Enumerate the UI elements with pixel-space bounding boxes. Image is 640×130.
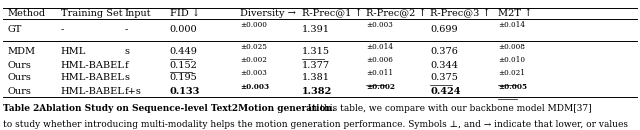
Text: Ours: Ours [8,73,31,83]
Text: 0.449: 0.449 [170,47,198,57]
Text: R-Prec@1 ↑: R-Prec@1 ↑ [302,9,363,18]
Text: ±0.003: ±0.003 [241,83,269,91]
Text: R-Prec@2 ↑: R-Prec@2 ↑ [366,9,427,18]
Text: f+s: f+s [125,87,141,96]
Text: to study whether introducing multi-modality helps the motion generation performa: to study whether introducing multi-modal… [3,120,628,129]
Text: ±0.025: ±0.025 [241,43,267,51]
Text: Diversity →: Diversity → [240,9,296,18]
Text: M2T ↑: M2T ↑ [498,9,532,18]
Text: 0.133: 0.133 [170,87,200,96]
Text: 1.391: 1.391 [302,25,330,34]
Text: 1.377: 1.377 [302,60,330,70]
Text: 0.195: 0.195 [170,73,197,83]
Text: -: - [61,25,64,34]
Text: 0.000: 0.000 [170,25,197,34]
Text: s: s [125,47,130,57]
Text: Input: Input [125,9,152,18]
Text: ±0.003: ±0.003 [366,21,393,29]
Text: Ours: Ours [8,60,31,70]
Text: 1.315: 1.315 [302,47,330,57]
Text: HML-BABEL: HML-BABEL [61,60,125,70]
Text: ±0.002: ±0.002 [366,83,396,91]
Text: 1.381: 1.381 [302,73,330,83]
Text: In this table, we compare with our backbone model MDM[37]: In this table, we compare with our backb… [302,104,592,113]
Text: 0.344: 0.344 [430,60,458,70]
Text: ±0.011: ±0.011 [366,69,394,77]
Text: ±0.010: ±0.010 [499,56,525,64]
Text: HML-BABEL: HML-BABEL [61,87,125,96]
Text: ±0.002: ±0.002 [241,56,267,64]
Text: Ours: Ours [8,87,31,96]
Text: HML-BABEL: HML-BABEL [61,73,125,83]
Text: HML: HML [61,47,86,57]
Text: ±0.000: ±0.000 [241,21,267,29]
Text: ±0.005: ±0.005 [499,83,527,91]
Text: Training Set: Training Set [61,9,122,18]
Text: 1.382: 1.382 [302,87,332,96]
Text: 0.375: 0.375 [430,73,458,83]
Text: ±0.006: ±0.006 [366,56,393,64]
Text: Table 2.: Table 2. [3,104,43,113]
Text: ±0.014: ±0.014 [499,21,525,29]
Text: ±0.014: ±0.014 [366,43,394,51]
Text: ±0.021: ±0.021 [499,69,525,77]
Text: R-Prec@3 ↑: R-Prec@3 ↑ [430,9,491,18]
Text: ±0.008: ±0.008 [499,43,525,51]
Text: 0.424: 0.424 [430,87,461,96]
Text: 0.699: 0.699 [430,25,458,34]
Text: ±0.003: ±0.003 [241,69,267,77]
Text: 0.152: 0.152 [170,60,198,70]
Text: s: s [125,73,130,83]
Text: Ablation Study on Sequence-level Text2Motion generation.: Ablation Study on Sequence-level Text2Mo… [36,104,335,113]
Text: Method: Method [8,9,46,18]
Text: -: - [125,25,128,34]
Text: FID ↓: FID ↓ [170,9,200,18]
Text: MDM: MDM [8,47,36,57]
Text: f: f [125,60,129,70]
Text: 0.376: 0.376 [430,47,458,57]
Text: GT: GT [8,25,22,34]
